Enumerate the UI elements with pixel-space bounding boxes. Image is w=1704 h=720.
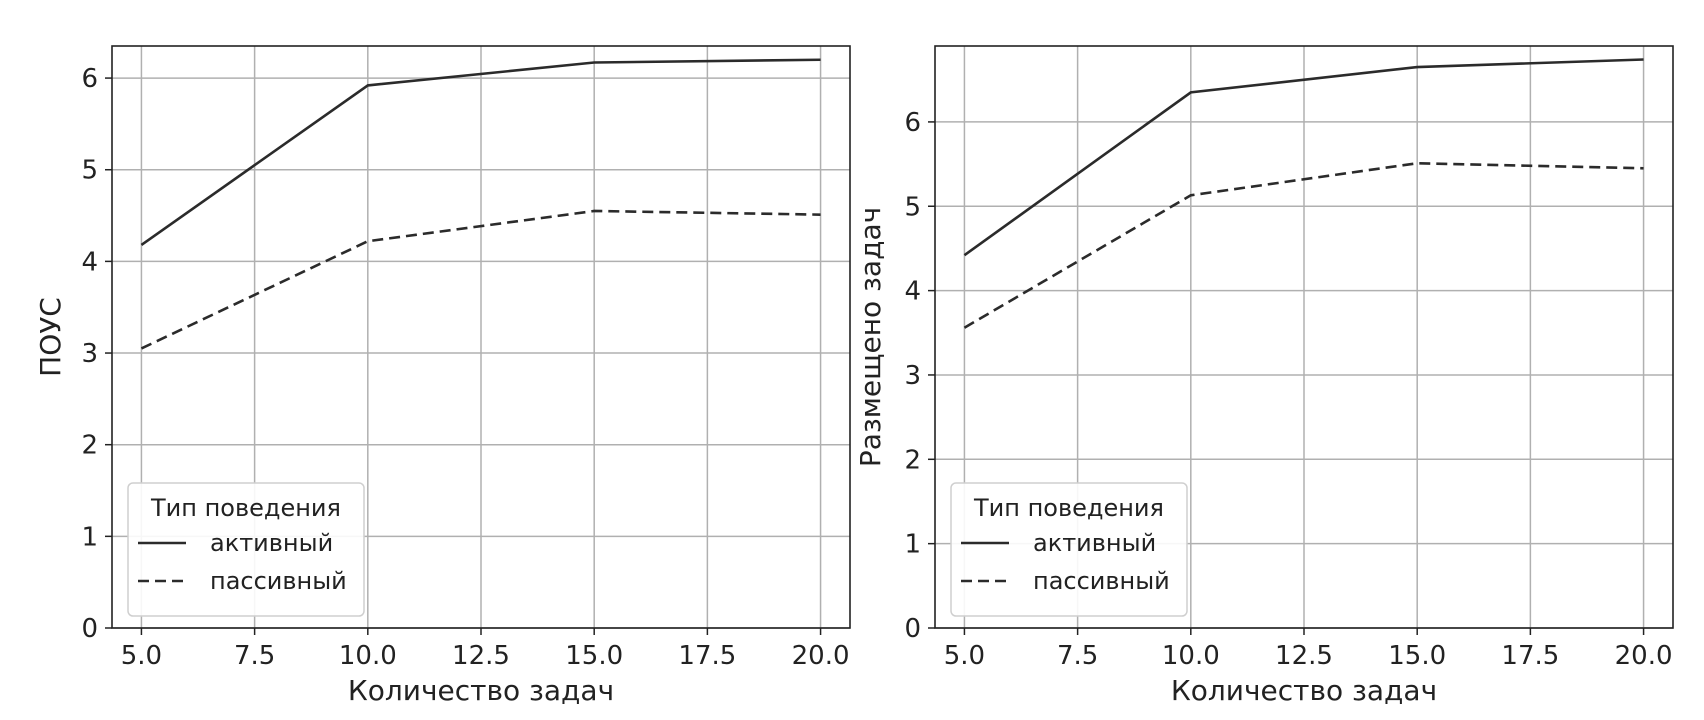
y-axis-label: ПОУС — [34, 297, 67, 377]
chart-panel-1: 5.0 7.5 10.0 12.5 15.0 17.5 20.0 0 1 2 3 4 5 6 Количес… — [34, 45, 851, 707]
x-tick-label: 17.5 — [1501, 641, 1559, 671]
legend-box — [127, 482, 365, 617]
y-tick-label: 1 — [904, 530, 921, 560]
series-line-пассивный — [963, 161, 1644, 329]
legend-label: пассивный — [210, 567, 347, 595]
y-tick-label: 2 — [81, 431, 98, 461]
y-tick-label: 1 — [81, 522, 98, 552]
y-tick-label: 0 — [904, 614, 921, 644]
plot-frame — [111, 45, 851, 629]
legend: Тип поведения активный пассивный — [950, 482, 1188, 617]
y-tick-label: 3 — [904, 361, 921, 391]
y-tick-label: 5 — [81, 156, 98, 186]
x-tick-label: 7.5 — [1057, 641, 1098, 671]
x-axis-label: Количество задач — [1171, 674, 1437, 707]
series-line-пассивный — [140, 209, 821, 350]
grid — [112, 46, 850, 629]
legend-label: активный — [210, 529, 333, 557]
x-tick-label: 12.5 — [452, 641, 510, 671]
x-tick-label: 15.0 — [565, 641, 623, 671]
series-line-активный — [140, 58, 821, 246]
legend-label: пассивный — [1033, 567, 1170, 595]
y-tick-label: 3 — [81, 339, 98, 369]
x-tick-label: 10.0 — [1162, 641, 1220, 671]
plot-frame — [934, 45, 1674, 629]
x-tick-label: 5.0 — [121, 641, 162, 671]
legend-label: активный — [1033, 529, 1156, 557]
x-axis-label: Количество задач — [348, 674, 614, 707]
y-tick-label: 5 — [904, 192, 921, 222]
series-line-активный — [963, 58, 1644, 257]
y-tick-label: 4 — [81, 247, 98, 277]
x-tick-label: 5.0 — [944, 641, 985, 671]
y-tick-label: 6 — [81, 64, 98, 94]
x-tick-label: 20.0 — [792, 641, 850, 671]
legend: Тип поведения активный пассивный — [127, 482, 365, 617]
x-tick-label: 17.5 — [678, 641, 736, 671]
y-tick-label: 2 — [904, 445, 921, 475]
y-tick-label: 6 — [904, 108, 921, 138]
x-tick-label: 20.0 — [1615, 641, 1673, 671]
legend-title: Тип поведения — [973, 494, 1164, 522]
x-tick-label: 7.5 — [234, 641, 275, 671]
legend-box — [950, 482, 1188, 617]
chart-panel-2: 5.0 7.5 10.0 12.5 15.0 17.5 20.0 0 1 2 3 4 5 6 Количес… — [854, 45, 1674, 707]
y-tick-label: 4 — [904, 277, 921, 307]
x-tick-label: 15.0 — [1388, 641, 1446, 671]
x-tick-label: 10.0 — [339, 641, 397, 671]
y-axis-label: Размещено задач — [854, 207, 887, 467]
x-tick-label: 12.5 — [1275, 641, 1333, 671]
legend-title: Тип поведения — [150, 494, 341, 522]
y-tick-label: 0 — [81, 614, 98, 644]
